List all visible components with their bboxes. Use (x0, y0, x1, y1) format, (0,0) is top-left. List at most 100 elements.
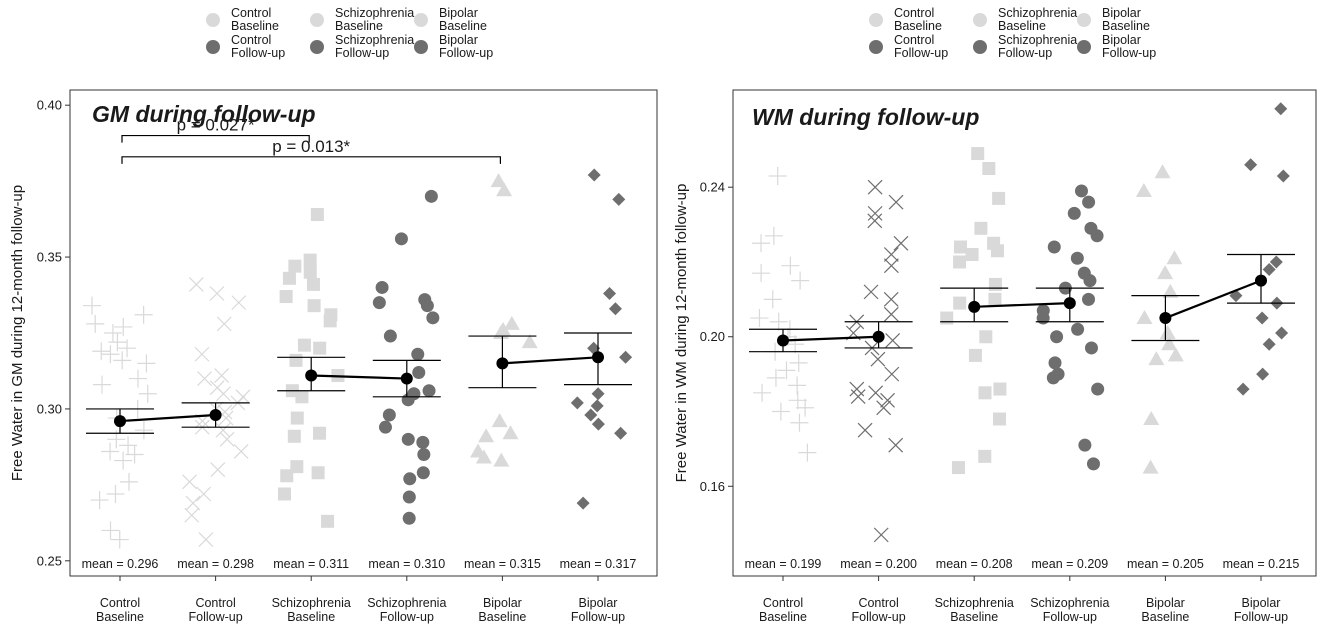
x-tick-label: Baseline (1141, 610, 1189, 624)
x-tick-label: Bipolar (1242, 596, 1281, 610)
legend-label: Follow-up (1102, 46, 1156, 60)
x-tick-label: Bipolar (483, 596, 522, 610)
legend-label: Follow-up (998, 46, 1052, 60)
panel-gm-ylabel: Free Water in GM during 12-month follow-… (9, 185, 26, 481)
legend-swatch (1077, 40, 1091, 54)
data-point (1154, 164, 1171, 179)
panel-wm-x-labels: ControlBaselineControlFollow-upSchizophr… (759, 576, 1288, 624)
data-point (210, 462, 226, 478)
data-point (188, 276, 204, 292)
legend-label: Schizophrenia (335, 33, 414, 47)
data-point (1256, 367, 1270, 381)
data-point (103, 324, 122, 342)
data-point (114, 317, 133, 336)
legend-label: Baseline (335, 19, 383, 33)
data-point (101, 345, 120, 364)
legend-label: Follow-up (335, 46, 389, 60)
data-point (1067, 206, 1081, 220)
mean-connector (974, 301, 1070, 308)
data-point (420, 299, 434, 313)
x-tick-label: Baseline (759, 610, 807, 624)
data-point (137, 354, 156, 373)
data-point (185, 495, 201, 511)
x-tick-label: Baseline (478, 610, 526, 624)
legend-label: Bipolar (1102, 33, 1141, 47)
data-point (313, 341, 327, 355)
data-point (493, 452, 510, 467)
data-point (764, 226, 783, 245)
data-point (1162, 283, 1179, 298)
legend-swatch (1077, 13, 1091, 27)
mean-marker (1063, 297, 1076, 310)
significance-bracket (121, 134, 310, 143)
data-point (491, 413, 508, 428)
data-point (1276, 169, 1290, 183)
legend-label: Schizophrenia (998, 33, 1077, 47)
data-point (1050, 330, 1064, 344)
data-point (1236, 382, 1250, 396)
data-point (591, 387, 605, 401)
data-point (290, 460, 304, 474)
data-point (233, 444, 249, 459)
x-tick-label: Schizophrenia (367, 596, 446, 610)
data-point (120, 472, 139, 491)
data-point (978, 449, 992, 463)
data-point (1074, 184, 1088, 198)
x-tick-label: Control (100, 596, 140, 610)
data-point (219, 431, 235, 447)
data-point (863, 284, 879, 300)
data-point (134, 421, 153, 440)
legend-swatch (206, 13, 220, 27)
x-tick-label: Follow-up (852, 610, 906, 624)
data-point (196, 486, 212, 502)
panel-gm-brackets: p = 0.027* p = 0.013* (121, 116, 501, 164)
mean-connector (502, 356, 599, 365)
legend-label: Baseline (894, 19, 942, 33)
legend-swatch (869, 40, 883, 54)
data-point (974, 221, 988, 235)
data-point (422, 384, 436, 398)
data-point (992, 191, 1006, 205)
data-point (993, 382, 1007, 396)
legend-label: Baseline (439, 19, 487, 33)
data-point (953, 240, 967, 254)
panel-gm: GM during follow-up Free Water in GM dur… (9, 89, 658, 624)
data-point (988, 277, 1002, 291)
panel-wm: WM during follow-up Free Water in WM dur… (673, 89, 1317, 624)
data-point (988, 292, 1002, 306)
data-point (198, 532, 214, 547)
data-point (86, 314, 105, 333)
data-point (766, 368, 785, 387)
data-point (603, 287, 617, 301)
data-point (951, 461, 965, 475)
mean-marker (1159, 312, 1172, 325)
y-tick-label: 0.16 (700, 479, 725, 494)
y-tick-label: 0.30 (37, 401, 62, 416)
data-point (965, 247, 979, 261)
data-point (789, 353, 808, 372)
data-point (1159, 325, 1176, 339)
data-point (1143, 410, 1160, 425)
data-point (503, 315, 520, 330)
mean-label: mean = 0.208 (936, 557, 1013, 571)
data-point (290, 411, 304, 425)
panel-gm-frame (69, 89, 658, 577)
legend-label: Bipolar (1102, 6, 1141, 20)
panel-wm-summary (749, 253, 1295, 353)
data-point (750, 309, 769, 328)
panel-wm-y-ticks: 0.16 0.20 0.24 (700, 180, 733, 494)
data-point (788, 391, 807, 410)
data-point (401, 393, 415, 407)
data-point (403, 472, 417, 486)
data-point (769, 312, 788, 331)
data-point (1262, 262, 1276, 276)
data-point (953, 296, 967, 310)
data-point (978, 386, 992, 400)
data-point (307, 299, 321, 313)
data-point (90, 491, 109, 510)
data-point (979, 330, 993, 344)
data-point (1274, 102, 1288, 116)
y-tick-label: 0.24 (700, 180, 725, 195)
data-point (1048, 356, 1062, 370)
